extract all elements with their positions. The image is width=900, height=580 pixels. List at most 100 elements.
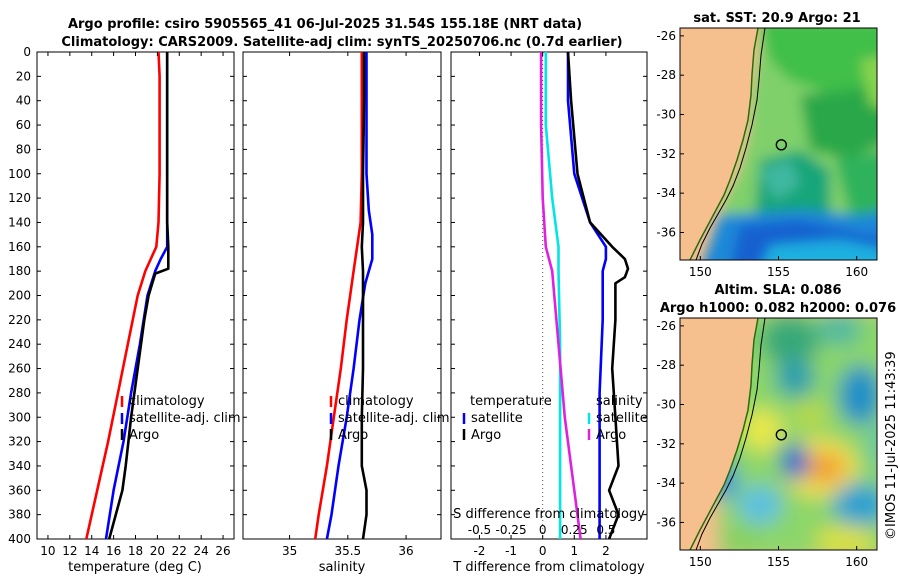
- difference-xlabel: T difference from climatology: [452, 560, 645, 575]
- legend-satellite-label: satellite-adj. clim: [129, 411, 241, 426]
- s-tick-label: -0.5: [468, 523, 491, 537]
- series-line-climatology: [85, 52, 161, 539]
- legend-s-argo-label: Argo: [596, 428, 626, 443]
- series-line-t-satellite: [566, 52, 608, 539]
- legend-satellite-label: satellite-adj. clim: [338, 411, 450, 426]
- temperature-xlabel: temperature (deg C): [68, 560, 202, 575]
- depth-tick-label: 200: [8, 289, 31, 303]
- series-line-satellite-adj-clim: [325, 52, 374, 539]
- series-line-s-argo: [539, 52, 582, 539]
- temperature-legend: climatology satellite-adj. clim Argo: [120, 394, 241, 443]
- figure-title-line2: Climatology: CARS2009. Satellite-adj cli…: [61, 35, 622, 50]
- depth-tick-label: 220: [8, 313, 31, 327]
- map-x-tick-label: 160: [845, 265, 868, 279]
- map-y-tick-label: -34: [656, 186, 676, 200]
- salinity-series: [313, 52, 374, 539]
- difference-legend: temperature satellite Argo salinity sate…: [462, 394, 648, 443]
- depth-tick-label: 320: [8, 435, 31, 449]
- depth-tick-label: 180: [8, 264, 31, 278]
- sst-isobath: [695, 28, 766, 260]
- x-tick-label: 20: [150, 544, 165, 558]
- x-tick-label: 16: [106, 544, 121, 558]
- depth-tick-label: 100: [8, 167, 31, 181]
- depth-tick-label: 300: [8, 410, 31, 424]
- depth-tick-label: 80: [16, 142, 31, 156]
- series-line-argo: [107, 52, 170, 539]
- sst-map: [680, 28, 877, 260]
- map-x-tick-label: 155: [767, 555, 790, 569]
- legend-climatology-label: climatology: [338, 394, 414, 409]
- x-ticks: 10 12 14 16 18 20 22 24 26 35 35.5 36 -2 -1 0 1 2: [40, 52, 610, 558]
- salinity-axes: [242, 51, 442, 540]
- s-tick-label: 0.25: [561, 523, 588, 537]
- legend-argo-label: Argo: [338, 428, 368, 443]
- map-y-tick-label: -26: [656, 319, 676, 333]
- depth-tick-label: 0: [23, 45, 31, 59]
- map-x-tick-label: 155: [767, 265, 790, 279]
- legend-t-argo-label: Argo: [471, 428, 501, 443]
- series-line-climatology: [313, 52, 364, 539]
- sst-argo-marker: [775, 139, 788, 151]
- sla-argo-marker: [775, 429, 788, 441]
- series-line-argo: [360, 52, 368, 539]
- sla-coastline: [689, 318, 759, 550]
- x-tick-label: 12: [62, 544, 77, 558]
- depth-tick-label: 360: [8, 483, 31, 497]
- sst-map-ticks: 150 155 160 -26 -28 -30 -32 -34 -36: [656, 29, 868, 279]
- figure-title-line1: Argo profile: csiro 5905565_41 06-Jul-20…: [68, 17, 582, 32]
- series-line-s-satellite: [544, 52, 562, 539]
- s-tick-label: 0.5: [596, 523, 615, 537]
- depth-tick-label: 40: [16, 94, 31, 108]
- x-tick-label: 24: [194, 544, 209, 558]
- map-y-tick-label: -30: [656, 398, 676, 412]
- s-tick-label: 0: [539, 523, 547, 537]
- depth-tick-label: 280: [8, 386, 31, 400]
- map-x-tick-label: 150: [689, 555, 712, 569]
- legend-temperature-title: temperature: [470, 394, 552, 409]
- map-y-tick-label: -34: [656, 476, 676, 490]
- legend-s-satellite-label: satellite: [596, 411, 648, 426]
- depth-ticks: 0 20 40 60 80 100 120 140 160 180 200 220 240 260 280 3…: [8, 45, 647, 546]
- map-y-tick-label: -26: [656, 29, 676, 43]
- imos-credit: ©IMOS 11-Jul-2025 11:43:39: [884, 351, 899, 540]
- legend-t-satellite-label: satellite: [471, 411, 523, 426]
- map-x-tick-label: 150: [689, 265, 712, 279]
- sla-isobath: [695, 318, 766, 550]
- sst-land-overlay: [680, 28, 758, 260]
- temperature-axes: [36, 51, 235, 540]
- map-y-tick-label: -32: [656, 437, 676, 451]
- x-tick-label: 14: [84, 544, 99, 558]
- sla-land-overlay: [680, 318, 758, 550]
- sst-map-title: sat. SST: 20.9 Argo: 21: [693, 11, 860, 26]
- depth-tick-label: 120: [8, 191, 31, 205]
- s-tick-label: -0.25: [496, 523, 527, 537]
- depth-tick-label: 400: [8, 532, 31, 546]
- depth-tick-label: 160: [8, 240, 31, 254]
- depth-tick-label: 380: [8, 508, 31, 522]
- difference-series: [539, 52, 630, 539]
- x-tick-label: 10: [40, 544, 55, 558]
- x-tick-label: -1: [505, 544, 517, 558]
- legend-salinity-title: salinity: [596, 394, 643, 409]
- series-line-t-argo: [566, 52, 630, 539]
- sla-map: [680, 318, 877, 550]
- depth-tick-label: 140: [8, 215, 31, 229]
- map-y-tick-label: -36: [656, 225, 676, 239]
- sst-coastline: [689, 28, 759, 260]
- x-tick-label: 0: [539, 544, 547, 558]
- legend-climatology-label: climatology: [129, 394, 205, 409]
- legend-argo-label: Argo: [129, 428, 159, 443]
- x-tick-label: -2: [473, 544, 485, 558]
- map-y-tick-label: -36: [656, 515, 676, 529]
- x-tick-label: 26: [215, 544, 230, 558]
- sla-map-ticks: 150 155 160 -26 -28 -30 -32 -34 -36: [656, 319, 868, 569]
- sla-map-title-1: Altim. SLA: 0.086: [715, 283, 842, 298]
- sla-map-title-2: Argo h1000: 0.082 h2000: 0.076: [660, 301, 896, 316]
- x-tick-label: 2: [602, 544, 610, 558]
- depth-tick-label: 20: [16, 69, 31, 83]
- depth-tick-label: 240: [8, 337, 31, 351]
- x-tick-label: 35.5: [334, 544, 361, 558]
- map-y-tick-label: -28: [656, 68, 676, 82]
- temperature-series: [85, 52, 170, 539]
- salinity-xlabel: salinity: [319, 560, 366, 575]
